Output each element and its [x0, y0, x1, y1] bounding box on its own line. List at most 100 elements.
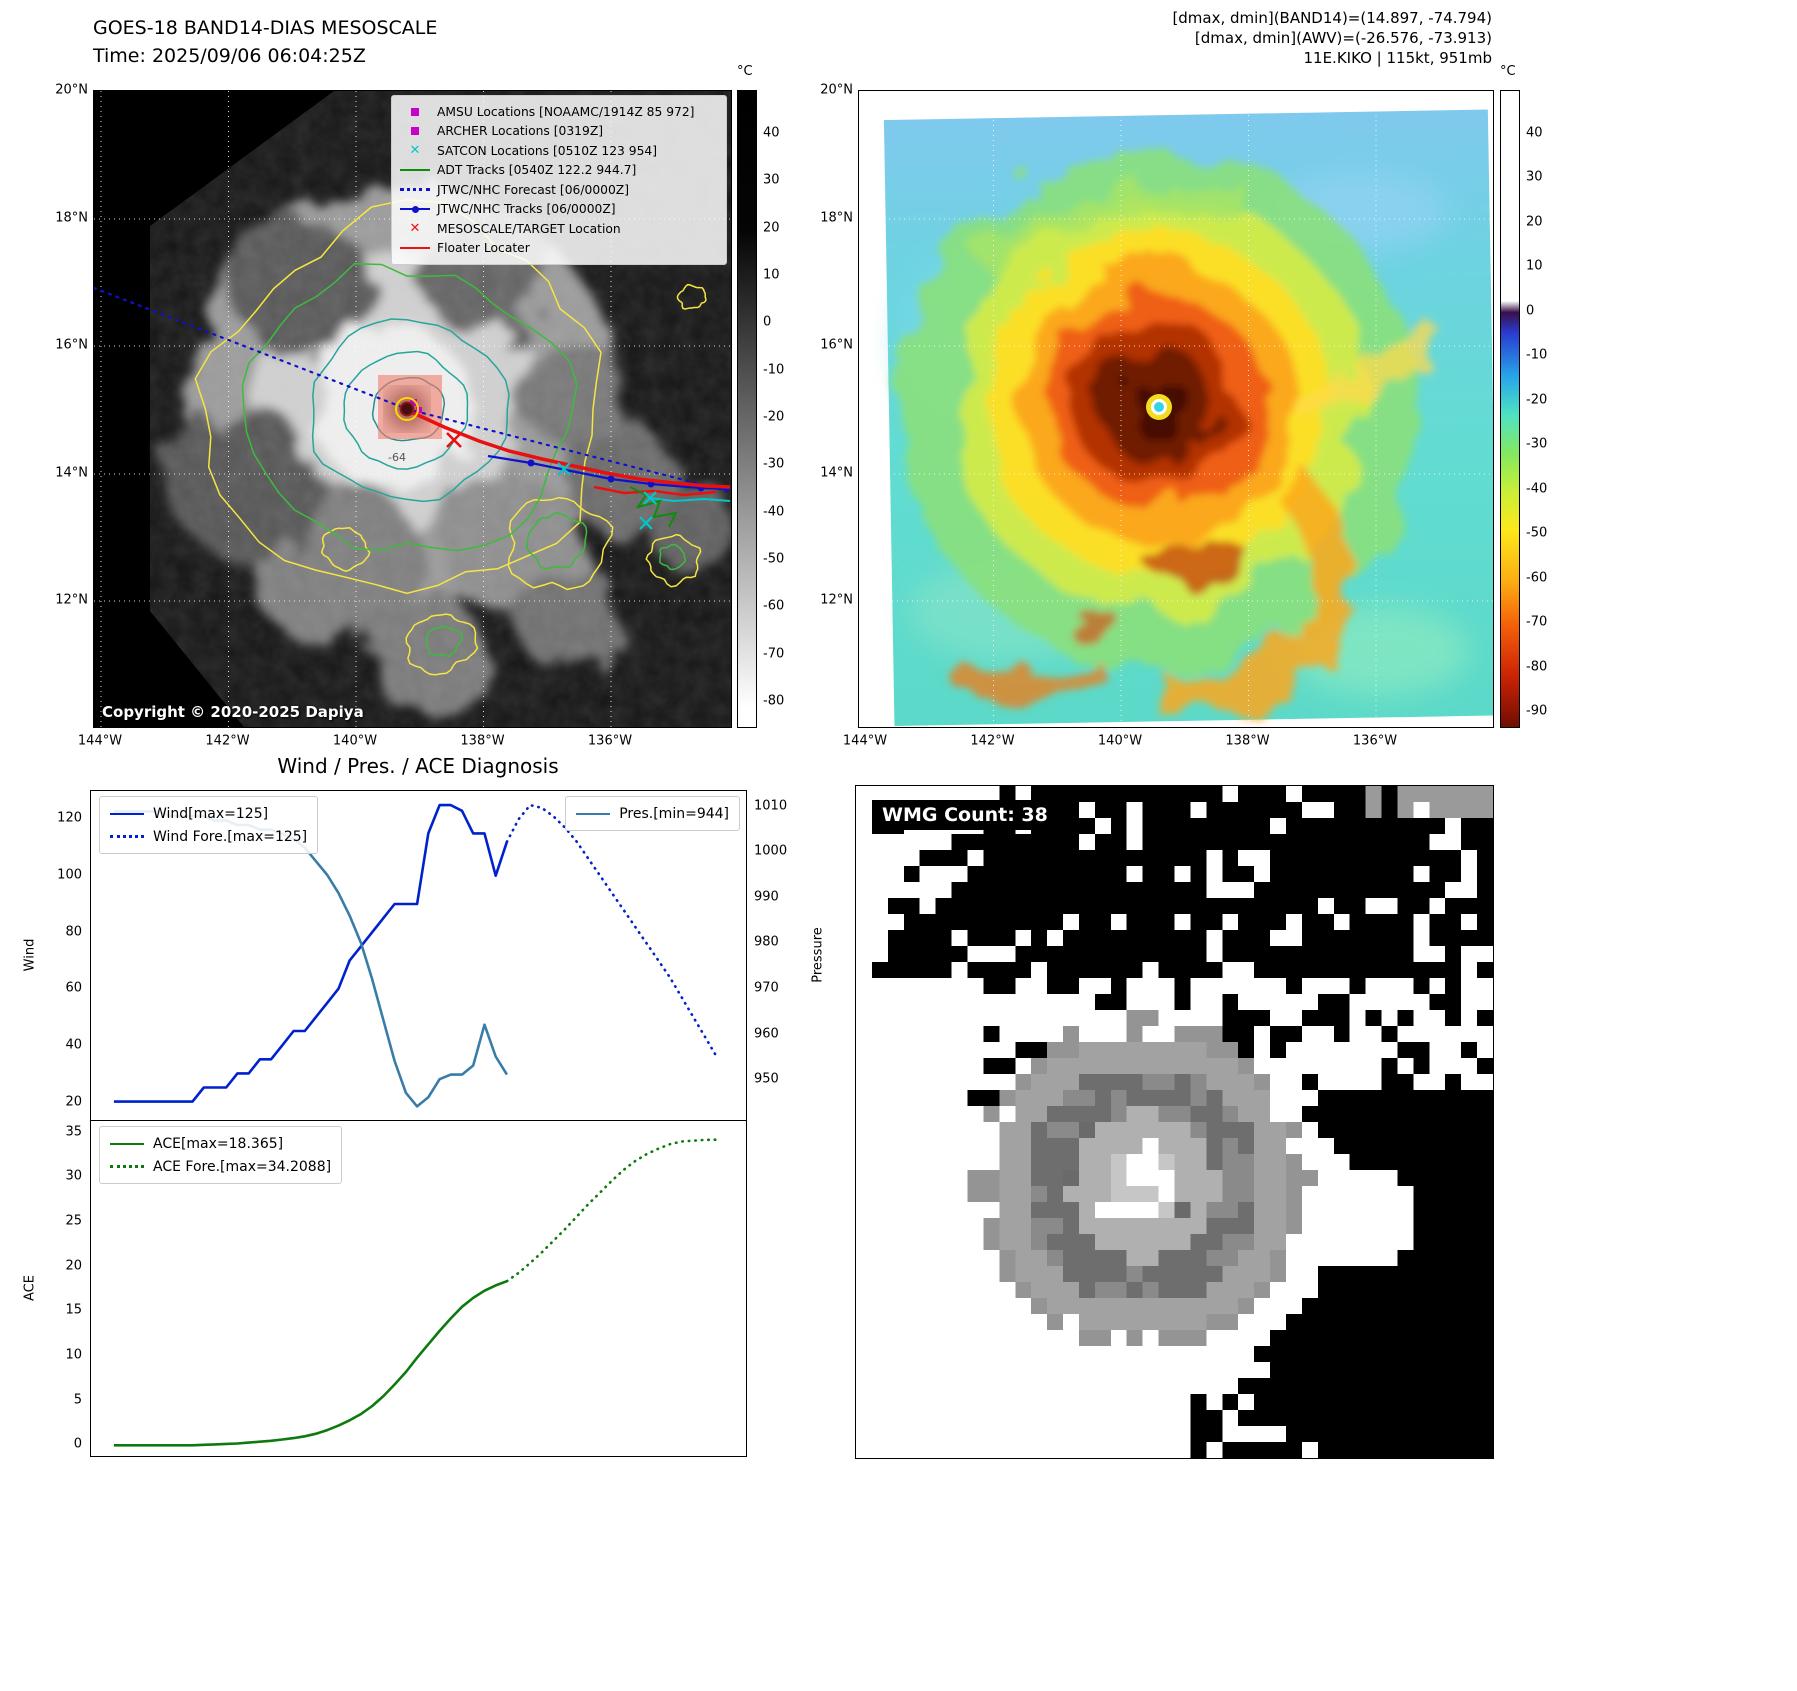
pressure-legend: Pres.[min=944] [565, 796, 740, 831]
tick-label: 970 [754, 980, 779, 996]
legend-item-adt: ADT Tracks [0540Z 122.2 944.7] [400, 161, 718, 181]
tick-label: -70 [763, 646, 785, 662]
track-linedot-icon [400, 202, 430, 216]
ace-legend: ACE[max=18.365] ACE Fore.[max=34.2088] [99, 1126, 343, 1184]
tick-label: 20 [1526, 214, 1543, 230]
tick-label: 0 [73, 1436, 82, 1452]
series-line [505, 1138, 718, 1283]
tick-label: 25 [65, 1213, 82, 1229]
legend-item-ace-fore: ACE Fore.[max=34.2088] [110, 1155, 331, 1178]
tick-label: 35 [65, 1124, 82, 1140]
tick-label: 16°N [820, 337, 853, 353]
amsu-square-icon [400, 105, 430, 119]
goes-panel-title: GOES-18 BAND14-DIAS MESOSCALE Time: 2025… [93, 14, 437, 70]
wind-pressure-chart: Wind[max=125] Wind Fore.[max=125] Pres.[… [90, 790, 747, 1121]
storm-center-dot [399, 401, 415, 417]
ir-contour [343, 350, 469, 470]
tick-label: 14°N [55, 465, 88, 480]
tick-label: 142°W [205, 733, 250, 749]
tick-label: 20 [65, 1258, 82, 1274]
awv-colorbar [1500, 90, 1520, 728]
tick-label: 5 [73, 1392, 82, 1408]
tick-label: 12°N [820, 592, 853, 608]
goes-map-legend: AMSU Locations [NOAAMC/1914Z 85 972] ARC… [391, 95, 727, 265]
legend-item-amsu: AMSU Locations [NOAAMC/1914Z 85 972] [400, 102, 718, 122]
dmax-band14-text: [dmax, dmin](BAND14)=(14.897, -74.794) [1172, 9, 1492, 27]
tick-label: 1010 [754, 798, 788, 814]
dmax-awv-text: [dmax, dmin](AWV)=(-26.576, -73.913) [1194, 29, 1492, 47]
tick-label: -90 [1526, 703, 1548, 719]
tick-label: -80 [1526, 659, 1548, 675]
wind-line-sample [110, 812, 144, 815]
legend-label: AMSU Locations [NOAAMC/1914Z 85 972] [437, 104, 695, 119]
awv-satellite-map [858, 90, 1494, 728]
tick-label: 40 [763, 125, 780, 141]
legend-label: MESOSCALE/TARGET Location [437, 221, 621, 236]
ir-contour [526, 511, 588, 570]
tick-label: 30 [763, 172, 780, 188]
hurricane-ir-structure [901, 151, 1446, 715]
legend-item-ace: ACE[max=18.365] [110, 1132, 331, 1155]
archer-square-icon [400, 124, 430, 138]
satcon-x-icon [400, 144, 430, 158]
legend-item-forecast: JTWC/NHC Forecast [06/0000Z] [400, 180, 718, 200]
wind-axis-label: Wind [22, 938, 38, 972]
tick-label: 138°W [1225, 733, 1270, 749]
legend-label: SATCON Locations [0510Z 123 954] [437, 143, 658, 158]
tick-label: 20 [65, 1094, 82, 1110]
goes-title-text: GOES-18 BAND14-DIAS MESOSCALE [93, 17, 438, 39]
series-line [113, 1279, 508, 1447]
legend-label: Floater Locater [437, 241, 530, 256]
floater-line-icon [400, 241, 430, 255]
tick-label: 138°W [460, 733, 505, 749]
tick-label: 960 [754, 1026, 779, 1042]
tick-label: 30 [65, 1168, 82, 1184]
tick-label: 12°N [55, 592, 88, 608]
floater-locater-line [408, 409, 731, 489]
series-line [113, 810, 509, 1108]
tick-label: 14°N [820, 465, 853, 480]
tick-label: -40 [1526, 481, 1548, 497]
tick-label: 40 [65, 1037, 82, 1053]
tick-label: 120 [57, 810, 82, 826]
tick-label: 980 [754, 934, 779, 950]
tick-label: 1000 [754, 843, 788, 859]
target-x-icon [400, 222, 430, 236]
wmg-microwave-map: WMG Count: 38 [855, 785, 1494, 1459]
tick-label: 18°N [55, 210, 88, 225]
legend-item-track: JTWC/NHC Tracks [06/0000Z] [400, 200, 718, 220]
ace-line-sample [110, 1142, 144, 1145]
copyright-watermark: Copyright © 2020-2025 Dapiya [102, 703, 364, 721]
legend-item-archer: ARCHER Locations [0319Z] [400, 122, 718, 142]
legend-item-satcon: SATCON Locations [0510Z 123 954] [400, 141, 718, 161]
ace-axis-label: ACE [22, 1275, 38, 1301]
goes-colorbar-unit: °C [737, 64, 753, 79]
legend-label: JTWC/NHC Tracks [06/0000Z] [437, 202, 616, 217]
legend-item-wind-fore: Wind Fore.[max=125] [110, 825, 307, 848]
tick-label: 80 [65, 924, 82, 940]
eye-dot [1154, 402, 1164, 412]
ir-contour [676, 283, 707, 310]
ace-series [113, 1138, 718, 1447]
tick-label: -10 [763, 362, 785, 378]
goes-time-text: Time: 2025/09/06 06:04:25Z [93, 45, 366, 67]
amsu-archer-markers [410, 399, 422, 413]
tick-label: 144°W [842, 733, 888, 749]
tick-label: -60 [1526, 570, 1548, 586]
tick-label: -30 [1526, 436, 1548, 452]
ace-fore-line-sample [110, 1165, 144, 1168]
legend-item-pres: Pres.[min=944] [576, 802, 729, 825]
ir-contour [425, 625, 464, 657]
ir-contour [507, 496, 614, 591]
tick-label: 30 [1526, 169, 1543, 185]
goes-satellite-map: -64 [93, 90, 732, 728]
eye-ring [395, 397, 419, 421]
tick-label: -50 [1526, 525, 1548, 541]
tick-label: -40 [763, 504, 785, 520]
awv-satellite-image [859, 91, 1493, 727]
pres-legend-label: Pres.[min=944] [619, 805, 729, 822]
tick-label: 40 [1526, 125, 1543, 141]
ir-contour [645, 533, 702, 588]
tick-label: 20°N [55, 82, 88, 98]
tick-label: 140°W [332, 733, 378, 749]
